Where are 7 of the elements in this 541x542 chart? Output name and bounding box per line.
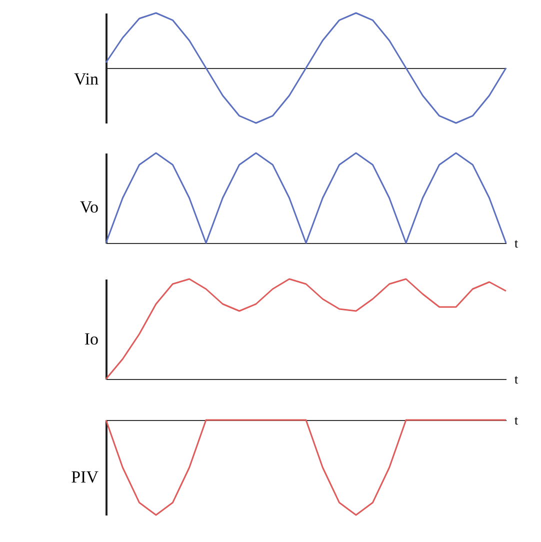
x-axis-title: t: [514, 412, 518, 428]
y-axis-title: PIV: [71, 468, 100, 486]
x-axis-title: t: [514, 236, 518, 250]
x-axis-title: t: [514, 372, 518, 386]
y-axis-title: Io: [84, 330, 98, 348]
y-axis-title: Vin: [74, 70, 99, 88]
y-axis-title: Vo: [80, 198, 98, 216]
